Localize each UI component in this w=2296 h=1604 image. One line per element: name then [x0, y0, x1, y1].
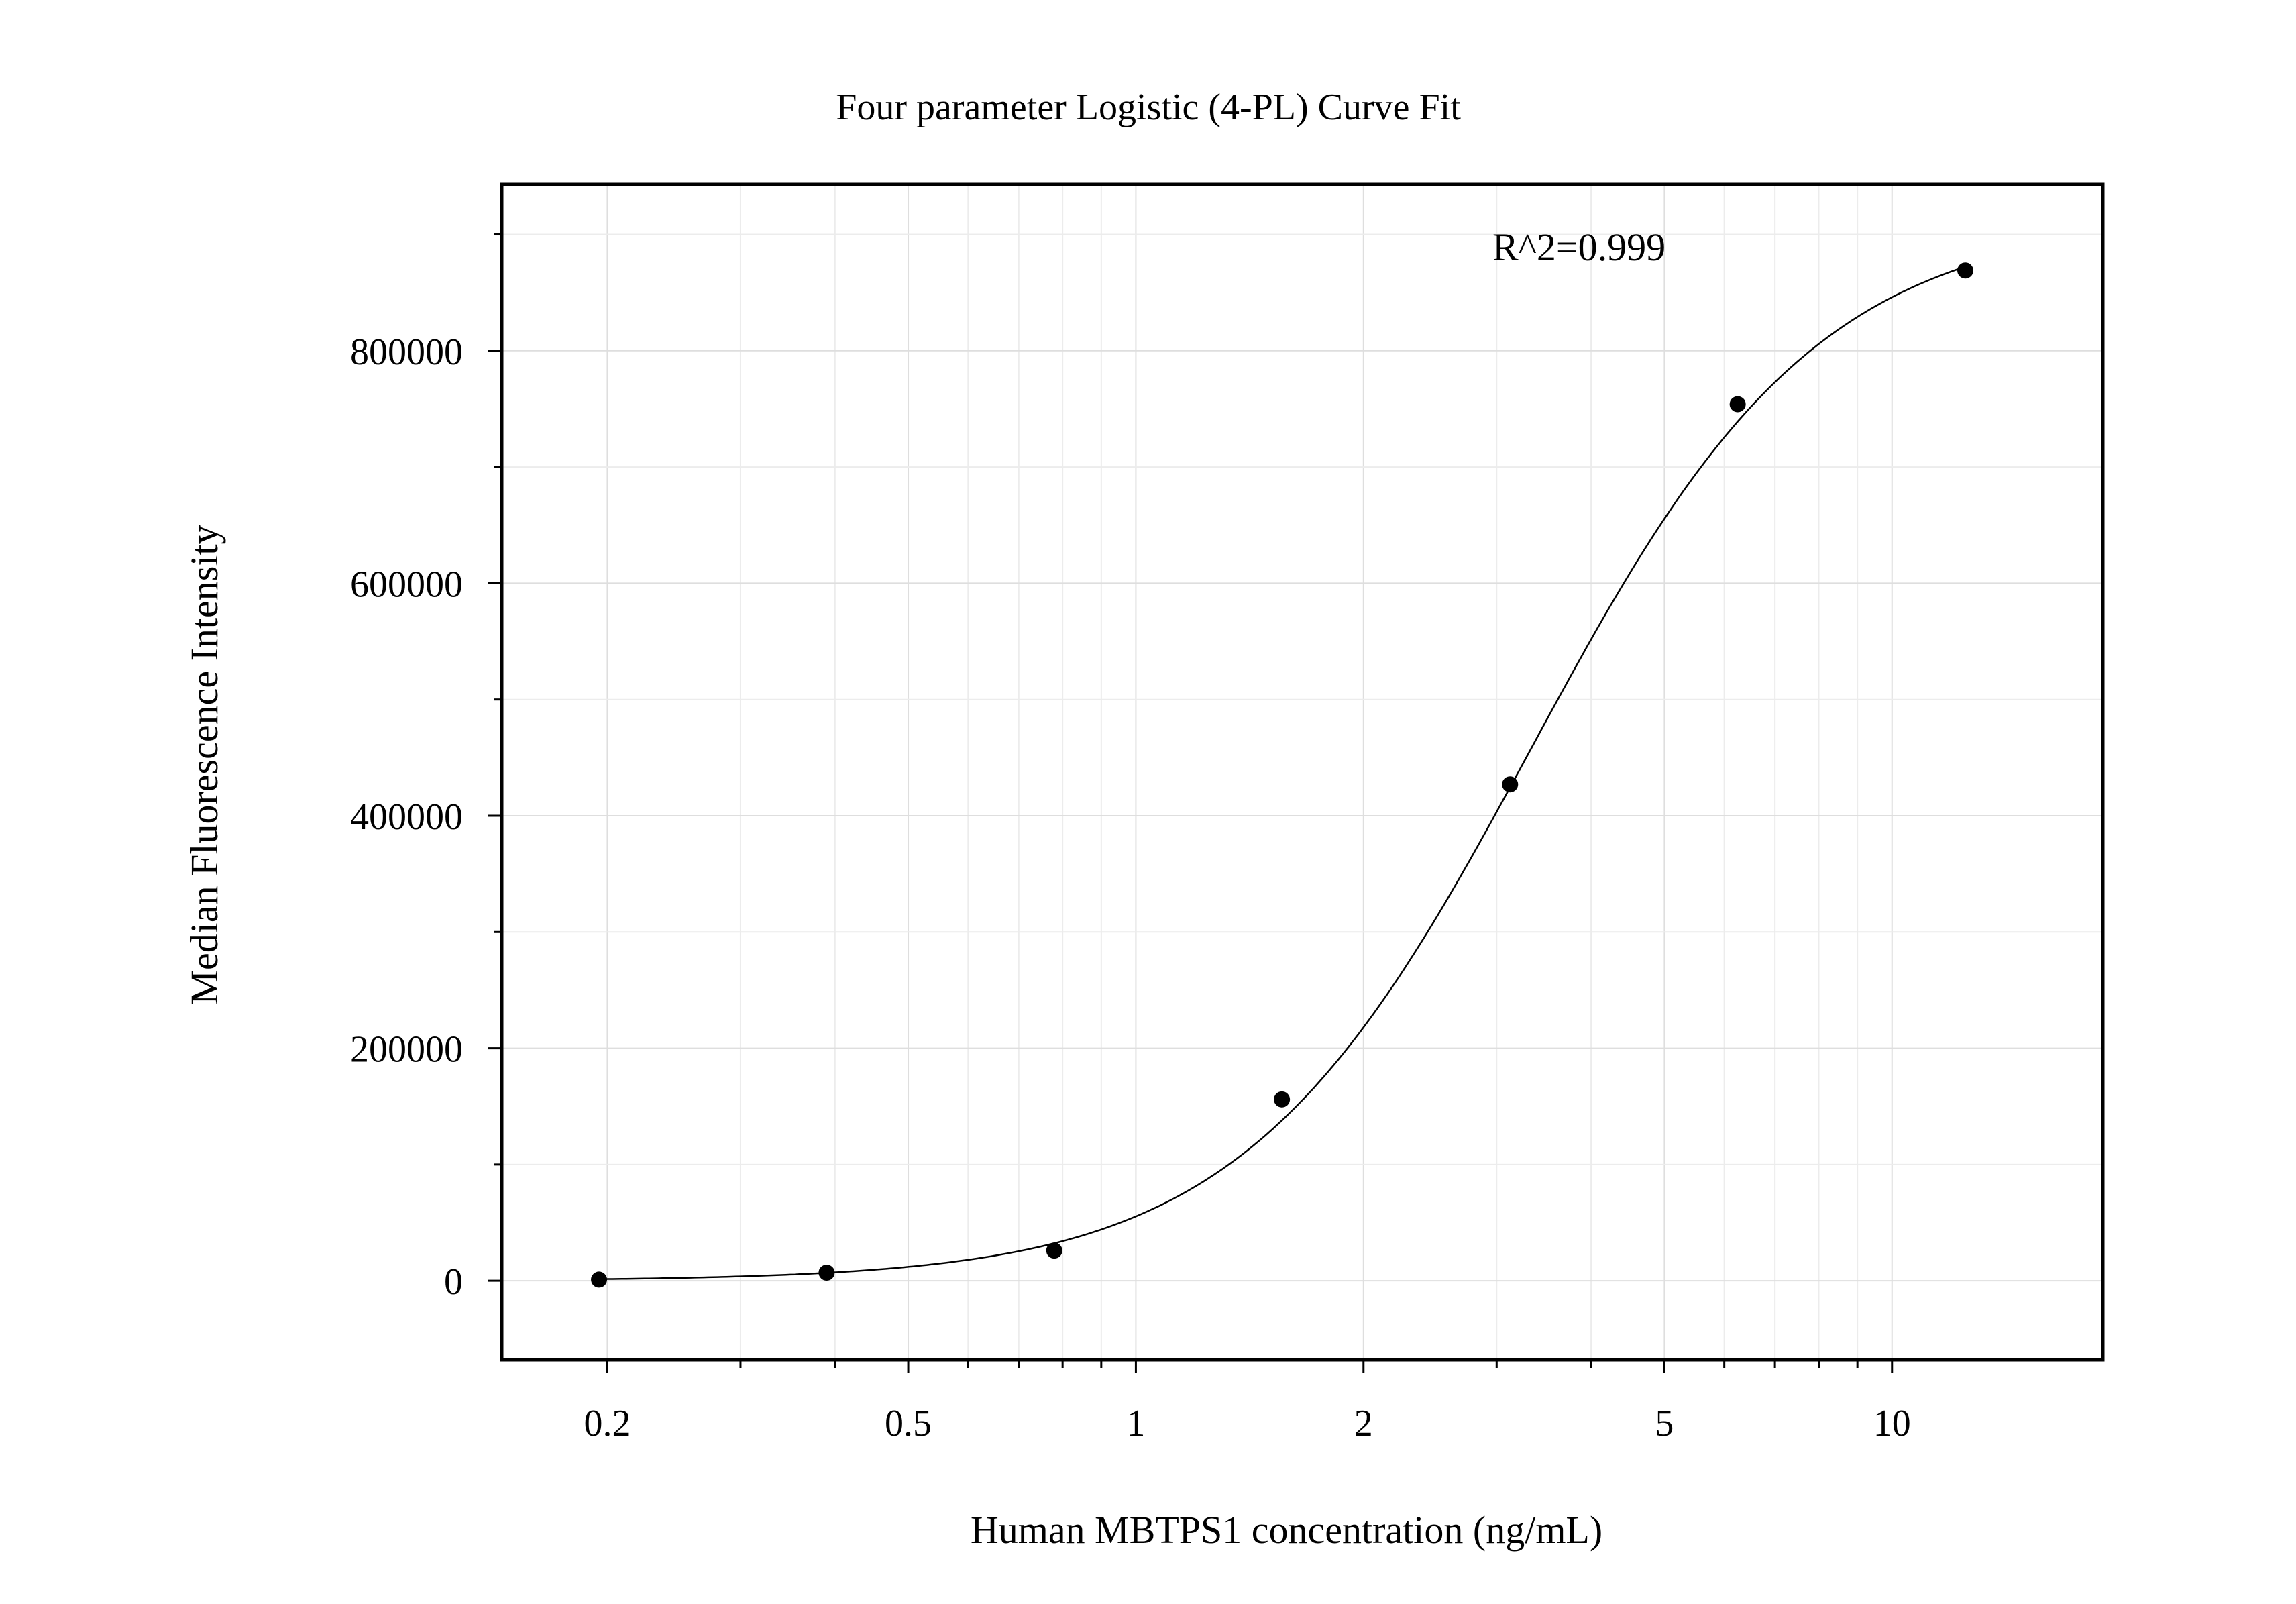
x-tick-label: 0.5: [885, 1403, 932, 1444]
x-tick-label: 1: [1126, 1403, 1145, 1444]
data-point: [1046, 1242, 1062, 1259]
tick-labels: 0.2 0.5 1 2 5 10 0 200000 400000 600000 800000: [350, 331, 1911, 1444]
plot-frame: [500, 182, 2105, 1362]
data-point: [1957, 262, 1974, 279]
y-axis-title: Median Fluorescence Intensity: [182, 525, 226, 1004]
x-tick-label: 10: [1873, 1403, 1911, 1444]
x-tick-label: 0.2: [584, 1403, 631, 1444]
y-tick-label: 800000: [350, 331, 463, 373]
data-point: [818, 1265, 835, 1281]
y-tick-label: 600000: [350, 564, 463, 605]
grid-lines: [502, 184, 2103, 1360]
y-tick-label: 0: [444, 1261, 463, 1303]
r-squared-annotation: R^2=0.999: [1492, 225, 1665, 269]
data-points: [591, 262, 1974, 1288]
data-point: [591, 1271, 608, 1288]
data-point: [1502, 776, 1519, 793]
axis-ticks: [488, 233, 1894, 1373]
data-point: [1729, 396, 1746, 413]
x-axis-title: Human MBTPS1 concentration (ng/mL): [971, 1508, 1602, 1552]
fit-curve-group: [599, 266, 1966, 1280]
x-tick-label: 5: [1655, 1403, 1674, 1444]
chart-title: Four parameter Logistic (4-PL) Curve Fit: [836, 87, 1461, 128]
plot-border: [500, 182, 2105, 1362]
y-tick-label: 400000: [350, 796, 463, 838]
y-tick-label: 200000: [350, 1029, 463, 1071]
fit-curve: [599, 266, 1966, 1280]
data-point: [1274, 1091, 1291, 1108]
x-tick-label: 2: [1354, 1403, 1373, 1444]
